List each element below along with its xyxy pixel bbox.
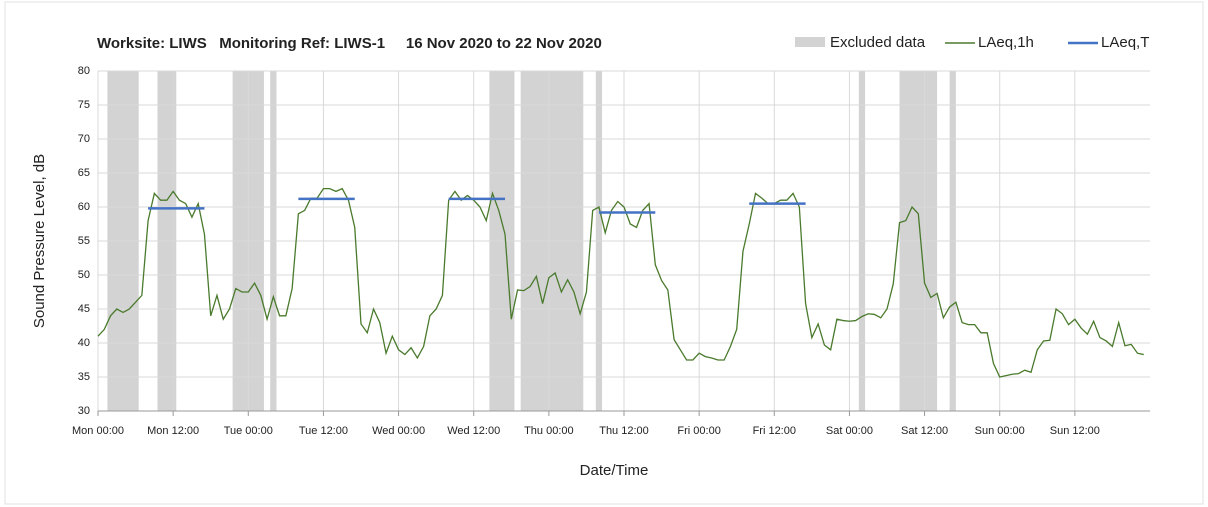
y-tick-label: 60 [78, 201, 90, 213]
line-series [97, 187, 1144, 378]
y-tick-label: 80 [78, 65, 90, 77]
x-tick-label: Tue 12:00 [299, 425, 348, 437]
y-tick-label: 50 [78, 269, 90, 281]
y-axis-label: Sound Pressure Level, dB [31, 154, 48, 328]
y-tick-label: 65 [78, 167, 90, 179]
x-tick-label: Mon 12:00 [147, 425, 199, 437]
x-tick-label: Tue 00:00 [224, 425, 273, 437]
chart-title: Worksite: LIWS Monitoring Ref: LIWS-1 16… [97, 35, 602, 52]
x-tick-label: Sun 00:00 [975, 425, 1025, 437]
y-tick-label: 40 [78, 337, 90, 349]
y-tick-label: 70 [78, 133, 90, 145]
x-tick-label: Wed 00:00 [372, 425, 425, 437]
x-tick-label: Fri 00:00 [677, 425, 720, 437]
x-tick-label: Sat 00:00 [826, 425, 873, 437]
x-axis-label: Date/Time [580, 462, 649, 479]
legend-label: LAeq,T [1101, 34, 1149, 51]
legend-label: LAeq,1h [978, 34, 1034, 51]
x-tick-label: Sun 12:00 [1050, 425, 1100, 437]
y-tick-label: 55 [78, 235, 90, 247]
x-tick-label: Sat 12:00 [901, 425, 948, 437]
x-tick-label: Thu 00:00 [524, 425, 574, 437]
x-tick-label: Fri 12:00 [753, 425, 796, 437]
y-tick-label: 45 [78, 303, 90, 315]
x-tick-label: Wed 12:00 [447, 425, 500, 437]
y-tick-label: 75 [78, 99, 90, 111]
y-tick-label: 30 [78, 405, 90, 417]
x-tick-label: Thu 12:00 [599, 425, 649, 437]
y-tick-label: 35 [78, 371, 90, 383]
legend-label: Excluded data [830, 34, 926, 51]
legend-swatch [795, 37, 825, 47]
x-tick-label: Mon 00:00 [72, 425, 124, 437]
chart-border [4, 1, 1204, 505]
